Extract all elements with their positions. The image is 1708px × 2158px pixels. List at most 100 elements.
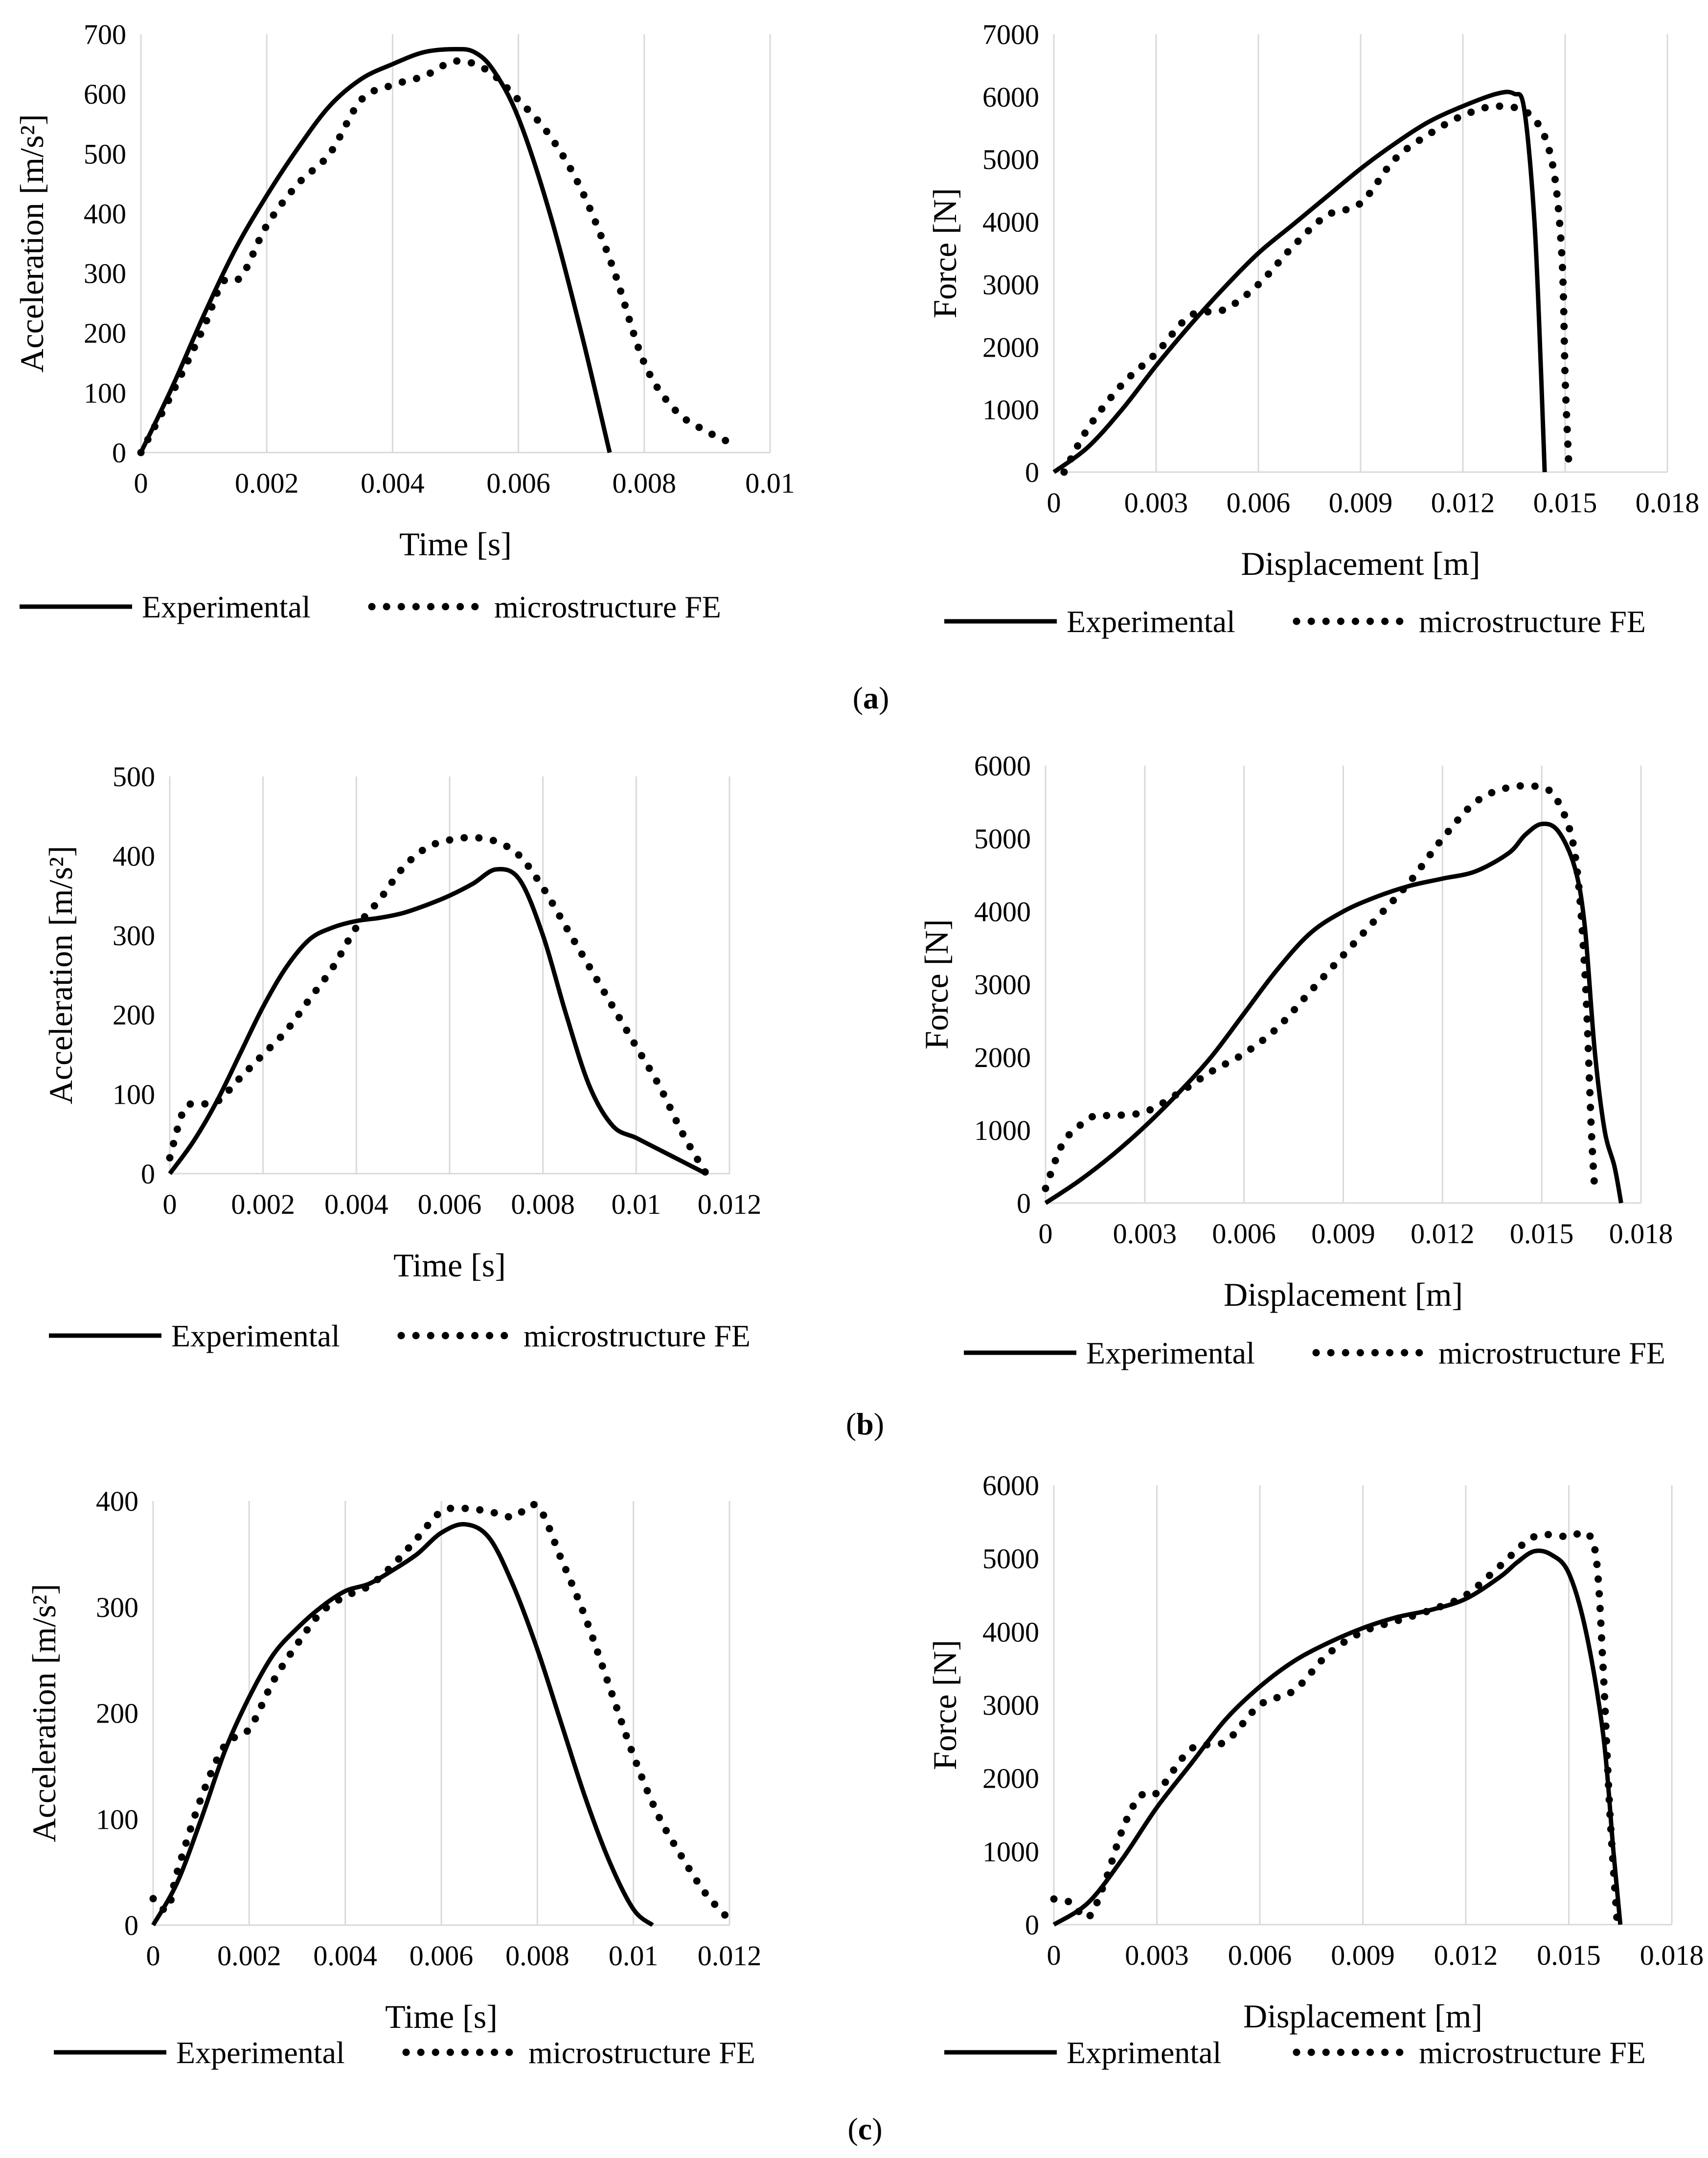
c1-ytick-label: 2000 bbox=[982, 331, 1039, 363]
c1-xtick-label: 0 bbox=[1047, 487, 1061, 519]
c5-xtick-label: 0.018 bbox=[1640, 1939, 1704, 1971]
c2-legend-label-experimental: Experimental bbox=[171, 1318, 340, 1353]
c2-xtick-label: 0.004 bbox=[324, 1188, 388, 1220]
chart-a-force: 0 0.003 0.006 0.009 0.012 0.015 0.018 0 1000 2000… bbox=[926, 19, 1699, 639]
c3-ytick-label: 5000 bbox=[974, 823, 1031, 855]
c0-ytick-label: 700 bbox=[84, 19, 126, 50]
c5-xtick-label: 0.003 bbox=[1125, 1939, 1189, 1971]
c1-xtick-label: 0.018 bbox=[1636, 487, 1700, 519]
c3-ytick-label: 0 bbox=[1017, 1187, 1031, 1219]
c0-y-axis-title: Acceleration [m/s²] bbox=[13, 114, 50, 372]
c3-xtick-label: 0.006 bbox=[1212, 1218, 1276, 1249]
c3-ytick-label: 4000 bbox=[974, 896, 1031, 928]
c0-xtick-label: 0.002 bbox=[235, 467, 299, 499]
chart-a-acceleration: 0 0.002 0.004 0.006 0.008 0.01 0 100 200 300 400 50… bbox=[13, 19, 795, 624]
c2-xtick-label: 0.002 bbox=[231, 1188, 295, 1220]
c4-series-experimental bbox=[151, 1522, 654, 1927]
c3-legend-label-fe: microstructure FE bbox=[1438, 1336, 1665, 1370]
c0-ytick-label: 400 bbox=[84, 198, 126, 229]
c0-legend-label-experimental: Experimental bbox=[142, 590, 311, 624]
c4-y-axis-title: Acceleration [m/s²] bbox=[25, 1584, 63, 1842]
c4-x-axis-title: Time [s] bbox=[385, 1998, 498, 2035]
c1-y-axis-title: Force [N] bbox=[926, 188, 963, 318]
c1-ytick-label: 4000 bbox=[982, 206, 1039, 238]
c5-xtick-label: 0.015 bbox=[1537, 1939, 1601, 1971]
c2-series-fe bbox=[166, 834, 710, 1178]
c5-legend-label-experimental: Exprimental bbox=[1067, 2035, 1221, 2070]
c4-xtick-label: 0.004 bbox=[313, 1940, 377, 1972]
c2-ytick-label: 100 bbox=[113, 1079, 155, 1111]
c2-xtick-label: 0.008 bbox=[511, 1188, 575, 1220]
c5-ytick-label: 2000 bbox=[982, 1763, 1039, 1795]
chart-c-acceleration: 0 0.002 0.004 0.006 0.008 0.01 0.012 0 100 200 300… bbox=[25, 1485, 761, 2070]
c3-ytick-label: 2000 bbox=[974, 1042, 1031, 1073]
c3-xtick-label: 0.012 bbox=[1411, 1218, 1475, 1249]
c5-y-axis-title: Force [N] bbox=[926, 1640, 963, 1770]
c2-xtick-label: 0.01 bbox=[612, 1188, 661, 1220]
panel-label-c: (c) bbox=[847, 2112, 882, 2146]
c3-ytick-label: 6000 bbox=[974, 750, 1031, 782]
c0-xtick-label: 0.01 bbox=[745, 467, 795, 499]
c1-legend-label-experimental: Experimental bbox=[1067, 604, 1235, 639]
c1-ytick-label: 6000 bbox=[982, 81, 1039, 113]
c3-series-experimental bbox=[1044, 821, 1623, 1205]
c3-ytick-label: 3000 bbox=[974, 969, 1031, 1000]
c5-ytick-label: 3000 bbox=[982, 1689, 1039, 1721]
chart-c-force: 0 0.003 0.006 0.009 0.012 0.015 0.018 0 1000 2000… bbox=[926, 1470, 1704, 2070]
chart-b-force: 0 0.003 0.006 0.009 0.012 0.015 0.018 0 1000 2000… bbox=[918, 750, 1673, 1370]
c4-ytick-label: 100 bbox=[96, 1803, 138, 1835]
c4-xtick-label: 0 bbox=[146, 1940, 160, 1972]
c4-xtick-label: 0.01 bbox=[609, 1940, 659, 1972]
c3-xtick-label: 0 bbox=[1039, 1218, 1053, 1249]
c4-xtick-label: 0.012 bbox=[698, 1940, 762, 1972]
c4-ytick-label: 400 bbox=[96, 1485, 138, 1517]
c2-x-axis-title: Time [s] bbox=[393, 1247, 506, 1284]
c5-series-fe bbox=[1050, 1528, 1621, 1922]
chart-b-acceleration: 0 0.002 0.004 0.006 0.008 0.01 0.012 0 100 200 300… bbox=[42, 761, 761, 1353]
c5-ytick-label: 0 bbox=[1025, 1909, 1039, 1941]
c0-x-axis-title: Time [s] bbox=[399, 525, 512, 563]
c1-xtick-label: 0.003 bbox=[1124, 487, 1188, 519]
c0-ytick-label: 300 bbox=[84, 258, 126, 290]
c3-legend-label-experimental: Experimental bbox=[1086, 1336, 1255, 1370]
c2-ytick-label: 200 bbox=[113, 999, 155, 1031]
c4-xtick-label: 0.006 bbox=[410, 1940, 474, 1972]
c2-xtick-label: 0.012 bbox=[698, 1188, 762, 1220]
c4-ytick-label: 200 bbox=[96, 1698, 138, 1729]
c1-xtick-label: 0.006 bbox=[1227, 487, 1291, 519]
c4-legend-label-experimental: Experimental bbox=[176, 2035, 345, 2070]
c5-xtick-label: 0.012 bbox=[1434, 1939, 1498, 1971]
c2-ytick-label: 0 bbox=[141, 1158, 155, 1190]
c0-ytick-label: 100 bbox=[84, 377, 126, 409]
c2-series-experimental bbox=[168, 867, 707, 1176]
c2-ytick-label: 300 bbox=[113, 920, 155, 952]
c1-legend-label-fe: microstructure FE bbox=[1419, 604, 1646, 639]
c5-series-experimental bbox=[1052, 1548, 1623, 1927]
c3-series-fe bbox=[1042, 782, 1598, 1192]
c5-xtick-label: 0.009 bbox=[1331, 1939, 1395, 1971]
c4-legend-label-fe: microstructure FE bbox=[528, 2035, 755, 2070]
c0-series-fe bbox=[137, 57, 736, 456]
c0-xtick-label: 0 bbox=[134, 467, 148, 499]
c4-series-fe bbox=[149, 1501, 733, 1924]
c5-ytick-label: 5000 bbox=[982, 1543, 1039, 1575]
c4-xtick-label: 0.002 bbox=[217, 1940, 281, 1972]
c5-ytick-label: 1000 bbox=[982, 1836, 1039, 1867]
c1-ytick-label: 7000 bbox=[982, 19, 1039, 50]
c0-xtick-label: 0.008 bbox=[613, 467, 677, 499]
c0-ytick-label: 500 bbox=[84, 138, 126, 170]
c0-xtick-label: 0.006 bbox=[486, 467, 550, 499]
c3-ytick-label: 1000 bbox=[974, 1114, 1031, 1146]
c2-xtick-label: 0 bbox=[163, 1188, 177, 1220]
c5-ytick-label: 4000 bbox=[982, 1616, 1039, 1648]
c2-xtick-label: 0.006 bbox=[418, 1188, 482, 1220]
c5-ytick-label: 6000 bbox=[982, 1470, 1039, 1501]
c1-xtick-label: 0.015 bbox=[1533, 487, 1597, 519]
c2-legend-label-fe: microstructure FE bbox=[524, 1318, 751, 1353]
c4-xtick-label: 0.008 bbox=[505, 1940, 569, 1972]
c5-legend-label-fe: microstructure FE bbox=[1419, 2035, 1646, 2070]
c1-ytick-label: 0 bbox=[1025, 456, 1039, 488]
c1-xtick-label: 0.009 bbox=[1329, 487, 1393, 519]
c0-ytick-label: 600 bbox=[84, 78, 126, 110]
